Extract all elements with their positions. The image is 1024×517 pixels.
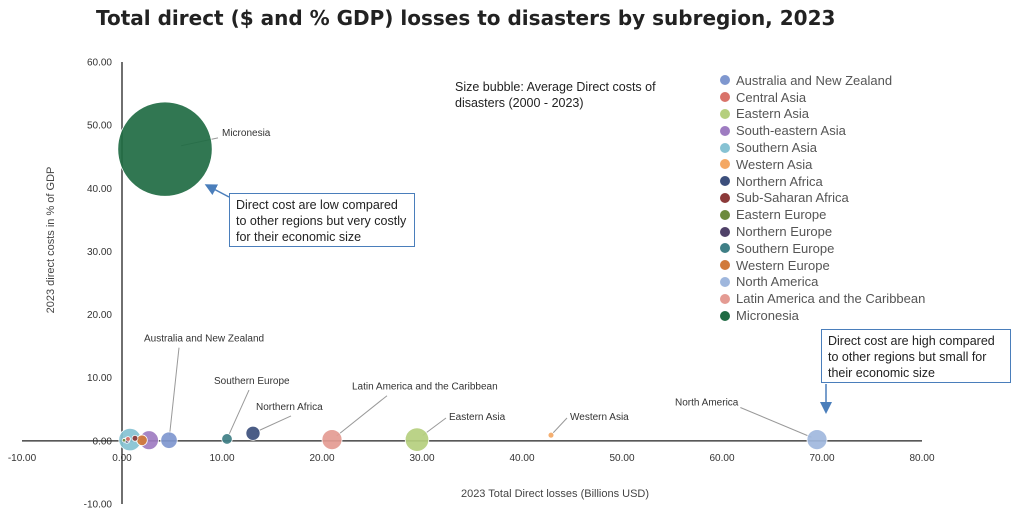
legend-swatch [720, 243, 730, 254]
legend-label: Latin America and the Caribbean [736, 291, 926, 307]
legend-label: Eastern Asia [736, 106, 809, 122]
y-tick-label: 20.00 [87, 310, 112, 321]
bubble-sub-saharan-africa [131, 434, 139, 442]
bubble-australia-and-new-zealand [160, 431, 178, 449]
legend-label: Northern Europe [736, 224, 833, 240]
bubble-eastern-europe [121, 438, 127, 443]
y-tick-label: 0.00 [93, 436, 113, 447]
x-tick-label: -10.00 [8, 453, 37, 464]
bubble-eastern-asia [404, 427, 430, 452]
y-tick-label: 40.00 [87, 184, 112, 195]
legend-swatch [720, 176, 730, 187]
legend-swatch [720, 142, 730, 153]
annotation-label: Western Asia [570, 412, 629, 423]
x-tick-label: 0.00 [112, 453, 132, 464]
y-tick-label: 50.00 [87, 121, 112, 132]
legend-item: Eastern Asia [720, 106, 1020, 123]
x-tick-label: 30.00 [409, 453, 434, 464]
y-tick-label: 10.00 [87, 373, 112, 384]
legend-item: Northern Europe [720, 223, 1020, 240]
annotation-label: Micronesia [222, 128, 271, 139]
legend-swatch [720, 159, 730, 170]
legend-label: Western Asia [736, 156, 813, 172]
legend-swatch [720, 92, 730, 103]
legend: Australia and New Zealand Central Asia Eas… [720, 72, 1020, 324]
legend-swatch [720, 226, 730, 237]
bubble-southern-europe [221, 433, 233, 445]
legend-swatch [720, 276, 730, 287]
bubble-western-europe [136, 434, 148, 446]
y-tick-label: -10.00 [84, 500, 113, 511]
legend-label: Southern Asia [736, 140, 817, 156]
x-tick-label: 70.00 [809, 453, 834, 464]
legend-swatch [720, 75, 730, 86]
legend-item: Eastern Europe [720, 206, 1020, 223]
legend-label: Western Europe [736, 257, 830, 273]
annotation-leader [336, 395, 388, 437]
legend-swatch [720, 310, 730, 321]
legend-swatch [720, 209, 730, 220]
x-tick-label: 40.00 [509, 453, 534, 464]
legend-item: Micronesia [720, 307, 1020, 324]
annotation-leader [227, 389, 250, 437]
x-tick-label: 20.00 [309, 453, 334, 464]
legend-item: Latin America and the Caribbean [720, 290, 1020, 307]
legend-label: Australia and New Zealand [736, 72, 893, 88]
bubble-micronesia [117, 101, 213, 197]
legend-item: North America [720, 274, 1020, 291]
callout-low-arrow [204, 184, 230, 198]
x-axis-title: 2023 Total Direct losses (Billions USD) [461, 488, 649, 500]
x-tick-label: 50.00 [609, 453, 634, 464]
callout-high-cost: Direct cost are high compared to other r… [821, 329, 1011, 383]
legend-label: Central Asia [736, 89, 807, 105]
y-axis-title: 2023 direct costs in % of GDP [45, 167, 57, 314]
bubble-latin-america-and-the-caribbean [321, 429, 343, 451]
bubble-northern-africa [245, 425, 261, 441]
annotation-label: Latin America and the Caribbean [352, 382, 498, 393]
legend-swatch [720, 125, 730, 136]
legend-swatch [720, 192, 730, 203]
legend-item: South-eastern Asia [720, 122, 1020, 139]
legend-item: Central Asia [720, 89, 1020, 106]
legend-item: Western Asia [720, 156, 1020, 173]
legend-item: Southern Asia [720, 139, 1020, 156]
annotation-label: Northern Africa [256, 402, 323, 413]
legend-swatch [720, 108, 730, 119]
annotation-leader [551, 417, 568, 435]
legend-label: Northern Africa [736, 173, 823, 189]
legend-swatch [720, 293, 730, 304]
legend-item: Sub-Saharan Africa [720, 190, 1020, 207]
x-tick-label: 80.00 [909, 453, 934, 464]
annotation-label: Eastern Asia [449, 412, 506, 423]
legend-label: North America [736, 274, 819, 290]
annotation-leader [256, 415, 292, 432]
legend-label: Micronesia [736, 308, 799, 324]
legend-item: Northern Africa [720, 173, 1020, 190]
legend-swatch [720, 260, 730, 271]
x-tick-label: 10.00 [209, 453, 234, 464]
annotation-label: North America [675, 397, 739, 408]
annotation-leader [169, 347, 180, 436]
legend-item: Southern Europe [720, 240, 1020, 257]
annotation-label: Southern Europe [214, 376, 290, 387]
legend-label: Eastern Europe [736, 207, 827, 223]
legend-label: South-eastern Asia [736, 123, 846, 139]
bubble-north-america [806, 429, 828, 451]
legend-label: Southern Europe [736, 240, 835, 256]
legend-item: Western Europe [720, 257, 1020, 274]
annotation-leader [740, 407, 812, 438]
y-tick-label: 30.00 [87, 247, 112, 258]
chart-title: Total direct ($ and % GDP) losses to dis… [96, 6, 836, 30]
y-tick-label: 60.00 [87, 58, 112, 69]
x-tick-label: 60.00 [709, 453, 734, 464]
callout-low-cost: Direct cost are low compared to other re… [229, 193, 415, 247]
legend-item: Australia and New Zealand [720, 72, 1020, 89]
legend-label: Sub-Saharan Africa [736, 190, 849, 206]
annotation-label: Australia and New Zealand [144, 334, 264, 345]
bubble-central-asia [125, 436, 131, 442]
bubble-western-asia [547, 431, 555, 439]
bubble-size-note: Size bubble: Average Direct costs of dis… [455, 80, 656, 110]
